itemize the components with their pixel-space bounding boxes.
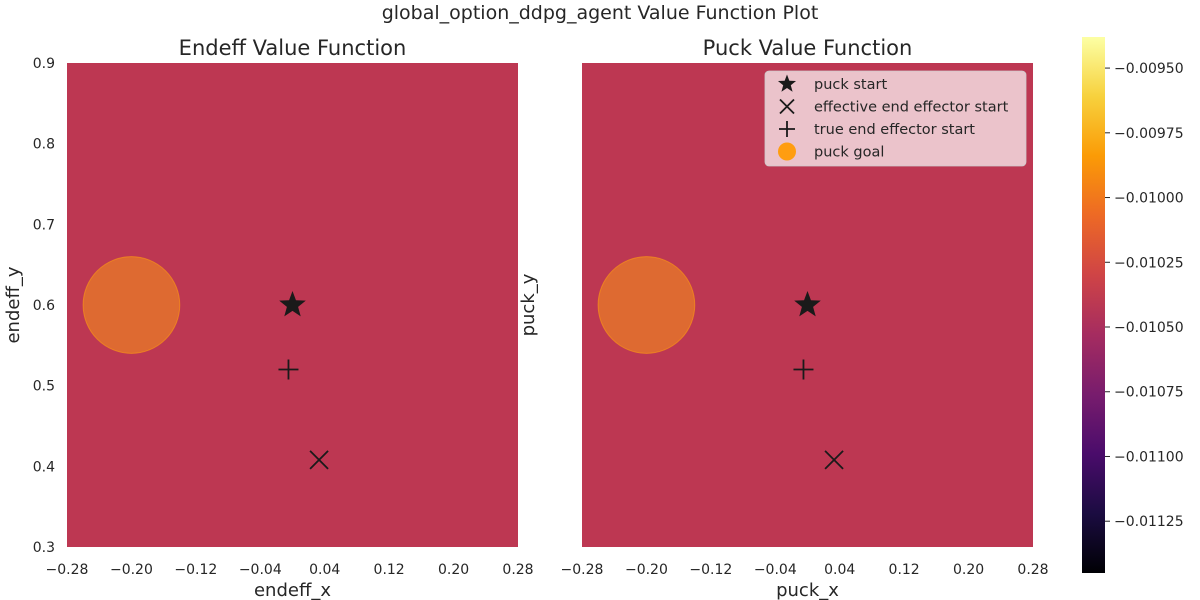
y-tick-label: 0.3 [33, 540, 55, 556]
x-tick-label: −0.28 [561, 562, 604, 578]
x-tick-label: −0.20 [625, 562, 668, 578]
effective-end-effector-start-marker [309, 450, 329, 470]
x-tick-label: 0.20 [953, 562, 984, 578]
value-panel-1: Endeff Value Function −0.28 −0.20 −0.12 −0.0… [3, 36, 534, 600]
y-axis-label: endeff_y [3, 266, 24, 343]
colorbar-tick-label: −0.00950 [1114, 61, 1184, 77]
true-end-effector-start-marker [278, 359, 299, 380]
x-tick-label: 0.20 [438, 562, 469, 578]
colorbar-tick-label: −0.01025 [1114, 255, 1184, 271]
legend-entry-label: effective end effector start [814, 100, 1009, 116]
y-axis-label: puck_y [518, 273, 539, 336]
colorbar [1082, 37, 1105, 573]
panel-title: Puck Value Function [703, 36, 913, 60]
true-end-effector-start-marker [793, 359, 814, 380]
colorbar-tick-label: −0.01125 [1114, 514, 1184, 530]
x-axis-label: endeff_x [254, 580, 331, 600]
effective-end-effector-start-marker [824, 450, 844, 470]
legend-plus-icon [779, 121, 795, 137]
panel-title: Endeff Value Function [179, 36, 407, 60]
puck-start-marker [794, 291, 821, 317]
x-tick-label: 0.28 [1017, 562, 1048, 578]
y-tick-label: 0.8 [33, 137, 55, 153]
legend-entry-label: true end effector start [814, 122, 975, 138]
x-tick-label: 0.28 [502, 562, 533, 578]
value-panel-2: Puck Value Function −0.28 −0.20 −0.12 −0.04 0… [518, 36, 1049, 600]
puck-start-marker [279, 291, 306, 317]
x-tick-label: −0.20 [110, 562, 153, 578]
x-tick-label: 0.12 [889, 562, 920, 578]
legend-entry-label: puck goal [814, 145, 884, 161]
figure-title: global_option_ddpg_agent Value Function … [382, 2, 819, 24]
legend-star-icon [777, 74, 797, 92]
colorbar-tick-label: −0.01050 [1114, 320, 1184, 336]
legend-circle-icon [778, 142, 796, 161]
puck-goal-circle [597, 256, 696, 354]
colorbar-tick-label: −0.01000 [1114, 191, 1184, 207]
colorbar-tick-label: −0.01075 [1114, 385, 1184, 401]
x-tick-label: −0.12 [174, 562, 217, 578]
y-tick-label: 0.7 [33, 217, 55, 233]
colorbar-tick-label: −0.01100 [1114, 449, 1184, 465]
legend-entry-label: puck start [814, 77, 887, 93]
x-tick-label: 0.04 [824, 562, 855, 578]
x-tick-label: 0.12 [374, 562, 405, 578]
x-tick-label: 0.04 [309, 562, 340, 578]
legend-box [764, 70, 1027, 167]
puck-goal-circle [82, 256, 181, 354]
x-tick-label: −0.12 [689, 562, 732, 578]
x-tick-label: −0.28 [46, 562, 89, 578]
legend: puck start effective end effector start tr… [764, 70, 1027, 167]
colorbar-tick-label: −0.00975 [1114, 126, 1184, 142]
y-tick-label: 0.5 [33, 379, 55, 395]
x-axis-label: puck_x [776, 580, 839, 600]
y-tick-label: 0.4 [33, 459, 55, 475]
y-tick-label: 0.9 [33, 56, 55, 72]
x-tick-label: −0.04 [239, 562, 282, 578]
y-tick-label: 0.6 [33, 298, 55, 314]
legend-x-icon [779, 98, 795, 115]
x-tick-label: −0.04 [754, 562, 797, 578]
